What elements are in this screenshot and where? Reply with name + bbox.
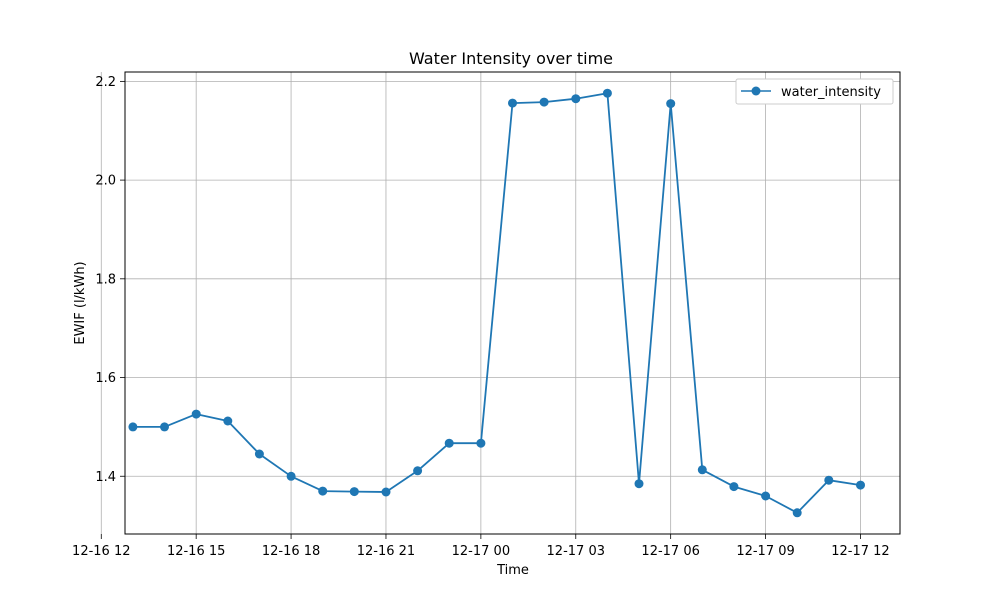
data-point bbox=[761, 491, 771, 501]
x-tick-label: 12-16 18 bbox=[262, 544, 320, 559]
grid bbox=[100, 72, 900, 534]
data-point bbox=[792, 508, 802, 518]
data-point bbox=[381, 487, 391, 497]
x-tick-label: 12-17 00 bbox=[452, 544, 510, 559]
data-point bbox=[191, 409, 201, 419]
x-axis-label: Time bbox=[496, 563, 529, 578]
data-point bbox=[634, 479, 644, 489]
legend-label: water_intensity bbox=[781, 85, 881, 100]
x-tick-label: 12-16 21 bbox=[357, 544, 415, 559]
data-point bbox=[666, 99, 676, 109]
data-point bbox=[349, 487, 359, 497]
y-tick-label: 1.4 bbox=[95, 470, 116, 485]
data-point bbox=[223, 416, 233, 426]
data-point bbox=[128, 422, 138, 432]
data-point bbox=[729, 482, 739, 492]
y-tick-label: 2.0 bbox=[95, 174, 116, 189]
data-point bbox=[824, 475, 834, 485]
x-tick-label: 12-17 03 bbox=[547, 544, 605, 559]
series-line bbox=[132, 92, 861, 514]
data-point bbox=[286, 471, 296, 481]
x-tick-label: 12-16 15 bbox=[167, 544, 225, 559]
y-tick-label: 2.2 bbox=[95, 75, 116, 90]
data-point bbox=[160, 422, 169, 432]
data-point bbox=[476, 438, 486, 448]
data-point bbox=[444, 438, 454, 448]
series-layer bbox=[128, 88, 865, 518]
y-axis-label: EWIF (l/kWh) bbox=[73, 261, 88, 344]
data-point bbox=[856, 480, 865, 490]
ticks: 12-16 12 12-16 15 12-16 18 12-16 21 12-17 00… bbox=[72, 75, 890, 559]
data-point bbox=[318, 486, 328, 496]
data-point bbox=[697, 465, 707, 475]
legend-box bbox=[735, 78, 894, 105]
y-tick-label: 1.6 bbox=[95, 371, 116, 386]
data-point bbox=[602, 88, 612, 98]
legend-point-marker bbox=[751, 86, 761, 96]
y-tick-label: 1.8 bbox=[95, 272, 116, 287]
data-point bbox=[413, 466, 423, 476]
legend: water_intensity bbox=[735, 78, 894, 105]
data-point bbox=[508, 98, 517, 108]
chart-title: Water Intensity over time bbox=[409, 49, 613, 68]
x-tick-label: 12-17 09 bbox=[736, 544, 794, 559]
plot-frame bbox=[124, 71, 901, 535]
x-tick-label: 12-17 06 bbox=[641, 544, 699, 559]
data-point bbox=[571, 94, 581, 104]
data-point bbox=[539, 97, 549, 107]
x-tick-label: 12-16 12 bbox=[72, 544, 130, 559]
x-tick-label: 12-17 12 bbox=[831, 544, 889, 559]
data-point bbox=[254, 449, 264, 459]
